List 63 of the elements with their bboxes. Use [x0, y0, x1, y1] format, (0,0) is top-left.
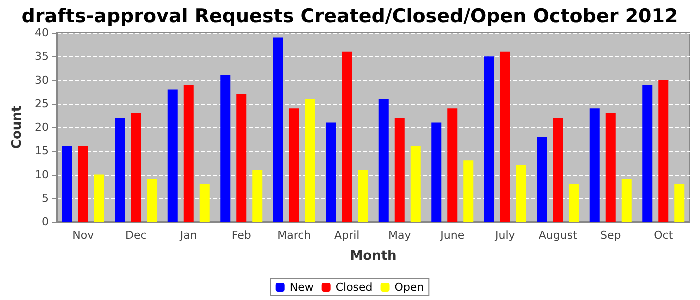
- bar: [236, 94, 247, 222]
- bar: [484, 56, 494, 222]
- bar: [410, 146, 421, 222]
- x-tick-label: May: [388, 229, 412, 242]
- bar: [78, 146, 88, 222]
- bar: [642, 84, 653, 222]
- bar: [62, 146, 72, 222]
- y-tick-label: 30: [35, 74, 49, 87]
- y-axis-title: Count: [10, 106, 26, 150]
- bar: [622, 179, 632, 222]
- bar: [553, 118, 564, 222]
- y-tick-label: 5: [42, 192, 49, 205]
- x-tick-label: Nov: [72, 229, 95, 242]
- x-tick-label: July: [494, 229, 516, 242]
- y-tick-label: 15: [35, 144, 49, 158]
- x-tick-label: Oct: [654, 229, 674, 242]
- x-tick-label: March: [278, 229, 312, 242]
- bar: [590, 108, 600, 222]
- bar: [200, 184, 210, 222]
- bar: [147, 179, 158, 222]
- bar: [273, 38, 284, 222]
- legend-label: Closed: [336, 281, 373, 294]
- x-tick-label: Jan: [179, 229, 198, 242]
- chart-title: drafts-approval Requests Created/Closed/Open October 2012: [22, 6, 678, 28]
- bar: [500, 52, 510, 222]
- bar: [569, 184, 580, 222]
- bar: [394, 118, 405, 222]
- x-tick-label: April: [334, 229, 360, 242]
- x-tick-label: Feb: [232, 229, 252, 242]
- x-axis-title: Month: [350, 249, 397, 264]
- bar: [448, 108, 458, 222]
- bar: [115, 118, 126, 222]
- bar: [378, 99, 389, 222]
- y-tick-label: 25: [35, 97, 49, 110]
- bar: [184, 84, 194, 222]
- bar: [252, 170, 263, 222]
- bar: [131, 113, 142, 222]
- bar: [537, 136, 548, 222]
- y-tick-label: 0: [42, 216, 49, 228]
- bar: [606, 113, 616, 222]
- bar: [358, 170, 368, 222]
- y-tick-label: 20: [35, 121, 49, 134]
- x-tick-label: Sep: [600, 229, 622, 242]
- bar: [658, 80, 669, 222]
- bar: [516, 165, 526, 222]
- bar: [342, 52, 352, 222]
- bar: [326, 122, 336, 222]
- bar: [674, 184, 685, 222]
- bar: [168, 90, 178, 222]
- y-tick-label: 35: [35, 50, 49, 64]
- x-tick-label: Dec: [125, 229, 147, 242]
- bar: [432, 122, 442, 222]
- y-tick-label: 10: [35, 168, 49, 182]
- bar: [464, 160, 474, 222]
- bar: [220, 76, 231, 222]
- x-tick-label: August: [538, 229, 578, 242]
- bar: [94, 174, 104, 222]
- y-tick-label: 40: [35, 26, 49, 40]
- x-tick-label: June: [440, 229, 465, 242]
- bar: [289, 108, 300, 222]
- bar: [305, 99, 316, 222]
- legend-label: New: [290, 281, 314, 294]
- legend-label: Open: [394, 281, 424, 294]
